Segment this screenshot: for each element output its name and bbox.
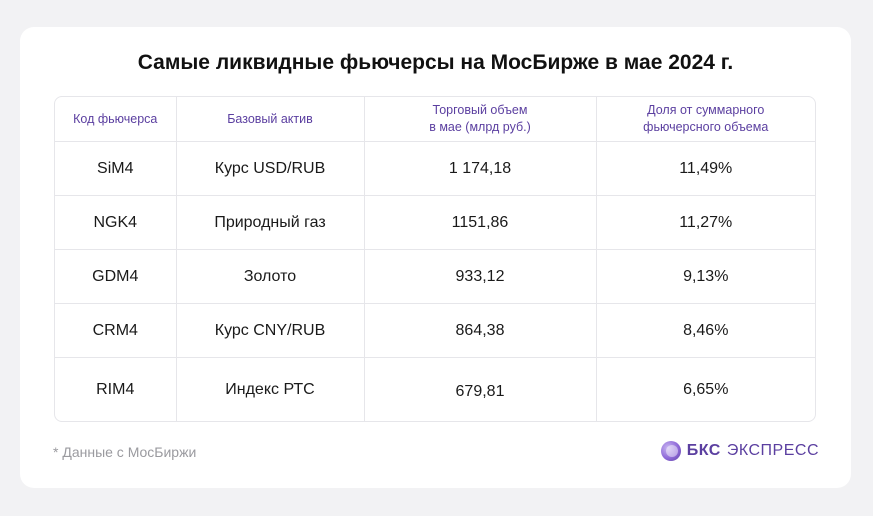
cell-code: SiM4 — [55, 141, 177, 196]
cell-share: 11,49% — [596, 141, 815, 196]
futures-table: Код фьючерса Базовый актив Торговый объе… — [54, 96, 816, 422]
table-row: CRM4 Курс CNY/RUB 864,38 8,46% — [55, 303, 815, 358]
column-header-asset: Базовый актив — [176, 97, 365, 142]
column-header-code: Код фьючерса — [55, 97, 177, 142]
cell-share: 11,27% — [596, 195, 815, 250]
cell-code: GDM4 — [55, 249, 177, 304]
cell-asset: Золото — [176, 249, 365, 304]
cell-asset: Природный газ — [176, 195, 365, 250]
cell-volume: 679,81 — [364, 357, 597, 421]
cell-volume: 1 174,18 — [364, 141, 597, 196]
cell-volume: 933,12 — [364, 249, 597, 304]
page-title: Самые ликвидные фьючерсы на МосБирже в м… — [137, 51, 734, 74]
cell-asset: Курс CNY/RUB — [176, 303, 365, 358]
bks-sphere-icon — [660, 441, 681, 461]
cell-share: 9,13% — [596, 249, 815, 304]
logo-text-bks: БКС — [686, 442, 721, 459]
bks-express-logo: БКС ЭКСПРЕСС — [660, 441, 819, 461]
card: Самые ликвидные фьючерсы на МосБирже в м… — [20, 27, 851, 488]
cell-asset: Курс USD/RUB — [176, 141, 365, 196]
cell-code: RIM4 — [55, 357, 177, 421]
table-row: NGK4 Природный газ 1151,86 11,27% — [55, 195, 815, 250]
column-header-share: Доля от суммарного фьючерсного объема — [596, 97, 815, 142]
table-header-row: Код фьючерса Базовый актив Торговый объе… — [55, 97, 815, 142]
cell-share: 6,65% — [683, 380, 729, 398]
cell-asset: Индекс РТС — [176, 357, 365, 421]
table-row: RIM4 Индекс РТС 679,81 6,65% — [55, 357, 815, 421]
cell-volume: 1151,86 — [364, 195, 597, 250]
cell-code: CRM4 — [55, 303, 177, 358]
table-row: SiM4 Курс USD/RUB 1 174,18 11,49% — [55, 141, 815, 196]
cell-volume: 864,38 — [364, 303, 597, 358]
cell-share: 8,46% — [596, 303, 815, 358]
table-row: GDM4 Золото 933,12 9,13% — [55, 249, 815, 304]
logo-text-express: ЭКСПРЕСС — [726, 442, 819, 459]
column-header-volume: Торговый объем в мае (млрд руб.) — [364, 97, 597, 142]
cell-code: NGK4 — [55, 195, 177, 250]
footnote: * Данные с МосБиржи — [53, 444, 197, 460]
